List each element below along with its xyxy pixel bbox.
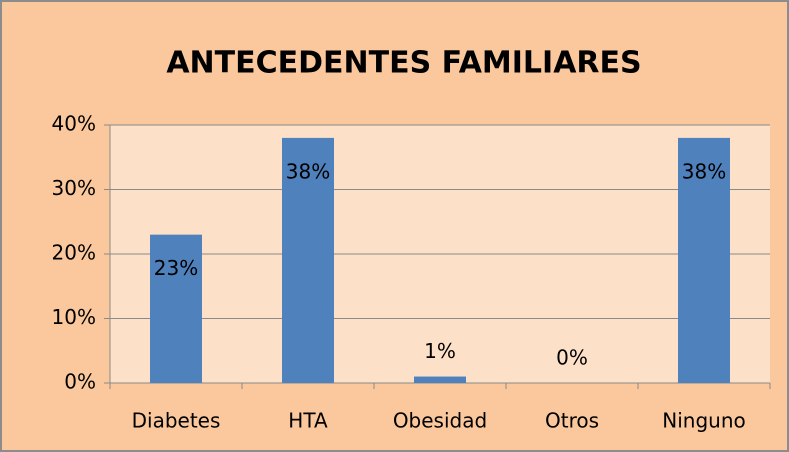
y-tick-label: 30% bbox=[52, 176, 96, 200]
x-tick-label: Diabetes bbox=[132, 409, 221, 433]
y-tick-label: 40% bbox=[52, 112, 96, 136]
data-label: 1% bbox=[424, 339, 456, 363]
y-tick-label: 20% bbox=[52, 241, 96, 265]
x-tick-label: HTA bbox=[288, 409, 328, 433]
data-label: 23% bbox=[154, 256, 198, 280]
y-tick-label: 0% bbox=[64, 370, 96, 394]
data-label: 38% bbox=[286, 159, 330, 183]
bar bbox=[678, 137, 730, 383]
chart-title: ANTECEDENTES FAMILIARES bbox=[166, 46, 641, 81]
bar bbox=[414, 376, 466, 383]
data-label: 38% bbox=[682, 159, 726, 183]
x-tick-label: Otros bbox=[545, 409, 599, 433]
bar bbox=[150, 234, 202, 383]
y-tick-label: 10% bbox=[52, 305, 96, 329]
bar bbox=[282, 137, 334, 383]
data-label: 0% bbox=[556, 346, 588, 370]
x-tick-label: Ninguno bbox=[662, 409, 745, 433]
x-tick-label: Obesidad bbox=[393, 409, 487, 433]
